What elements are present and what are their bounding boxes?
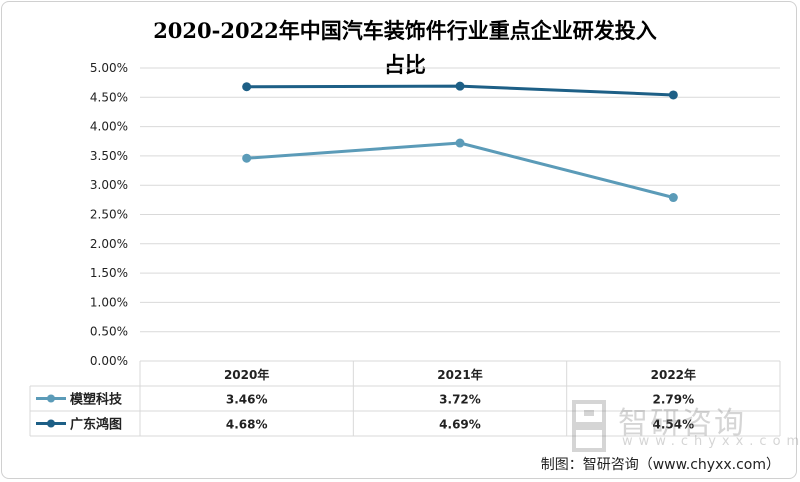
y-tick-label: 2.00% (90, 237, 128, 251)
chart-title: 2020-2022年中国汽车装饰件行业重点企业研发投入 占比 (60, 14, 750, 82)
data-point (455, 138, 465, 148)
data-table-value: 4.68% (226, 418, 268, 432)
data-point (668, 193, 678, 203)
chart-title-line-2: 占比 (384, 52, 426, 77)
data-point (668, 90, 678, 100)
data-point (242, 153, 252, 163)
y-tick-label: 4.00% (90, 120, 128, 134)
data-table-value: 4.69% (439, 418, 481, 432)
y-tick-label: 3.50% (90, 149, 128, 163)
category-label: 2022年 (651, 367, 696, 382)
y-tick-label: 1.00% (90, 295, 128, 309)
data-table-value: 2.79% (653, 393, 695, 407)
data-table-value: 4.54% (653, 418, 695, 432)
data-table-value: 3.46% (226, 393, 268, 407)
legend-label: 模塑科技 (70, 392, 123, 408)
category-label: 2021年 (437, 367, 482, 382)
y-tick-label: 0.00% (90, 354, 128, 368)
category-label: 2020年 (224, 367, 269, 382)
source-footer: 制图：智研咨询（www.chyxx.com） (540, 457, 780, 473)
y-tick-label: 3.00% (90, 178, 128, 192)
chart-title-line-1: 2020-2022年中国汽车装饰件行业重点企业研发投入 (153, 18, 657, 43)
y-tick-label: 1.50% (90, 266, 128, 280)
legend-marker (47, 394, 55, 403)
y-tick-label: 2.50% (90, 208, 128, 222)
y-tick-label: 5.00% (90, 61, 128, 75)
y-tick-label: 0.50% (90, 325, 128, 339)
legend-marker (47, 419, 55, 428)
data-point (455, 81, 465, 91)
y-tick-label: 4.50% (90, 90, 128, 104)
data-point (242, 82, 252, 92)
series-line (246, 141, 674, 199)
legend-label: 广东鸿图 (70, 417, 122, 433)
data-table-value: 3.72% (439, 393, 481, 407)
